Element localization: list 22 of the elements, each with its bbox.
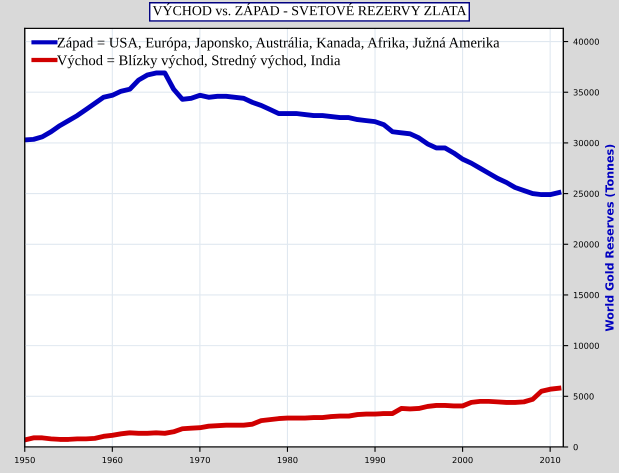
legend-label: Západ = USA, Európa, Japonsko, Austrália, Kanada, Afrika, Južná Amerika (58, 37, 500, 51)
legend-label: Východ = Blízky východ, Stredný východ, India (57, 54, 340, 68)
y2-tick-label: 20000 (574, 241, 599, 248)
y2-tick-label: 40000 (573, 38, 599, 45)
y2-tick-label: 15000 (574, 292, 599, 298)
line-series (24, 70, 562, 198)
x-tick-label: 2010 (540, 456, 560, 464)
y2-tick-label: 35000 (574, 89, 599, 96)
x-tick-label: 1990 (365, 456, 386, 464)
y2-tick-label: 0 (574, 444, 578, 450)
x-tick-label: 1980 (278, 456, 298, 464)
x-tick-label: 1970 (190, 456, 210, 464)
x-tick-label: 1960 (102, 456, 122, 464)
y2-tick-label: 30000 (574, 140, 599, 146)
y2-tick-label: 5000 (574, 393, 594, 400)
y2-tick-label: 25000 (574, 190, 599, 197)
chart-title: VÝCHOD vs. ZÁPAD - SVETOVÉ REZERVY ZLATA (152, 3, 466, 16)
line-series (24, 386, 562, 442)
y2-tick-label: 10000 (574, 342, 599, 349)
x-tick-label: 1950 (15, 456, 35, 464)
y2-axis-title: World Gold Reserves (Tonnes) (605, 144, 615, 332)
x-tick-label: 2000 (452, 456, 473, 464)
